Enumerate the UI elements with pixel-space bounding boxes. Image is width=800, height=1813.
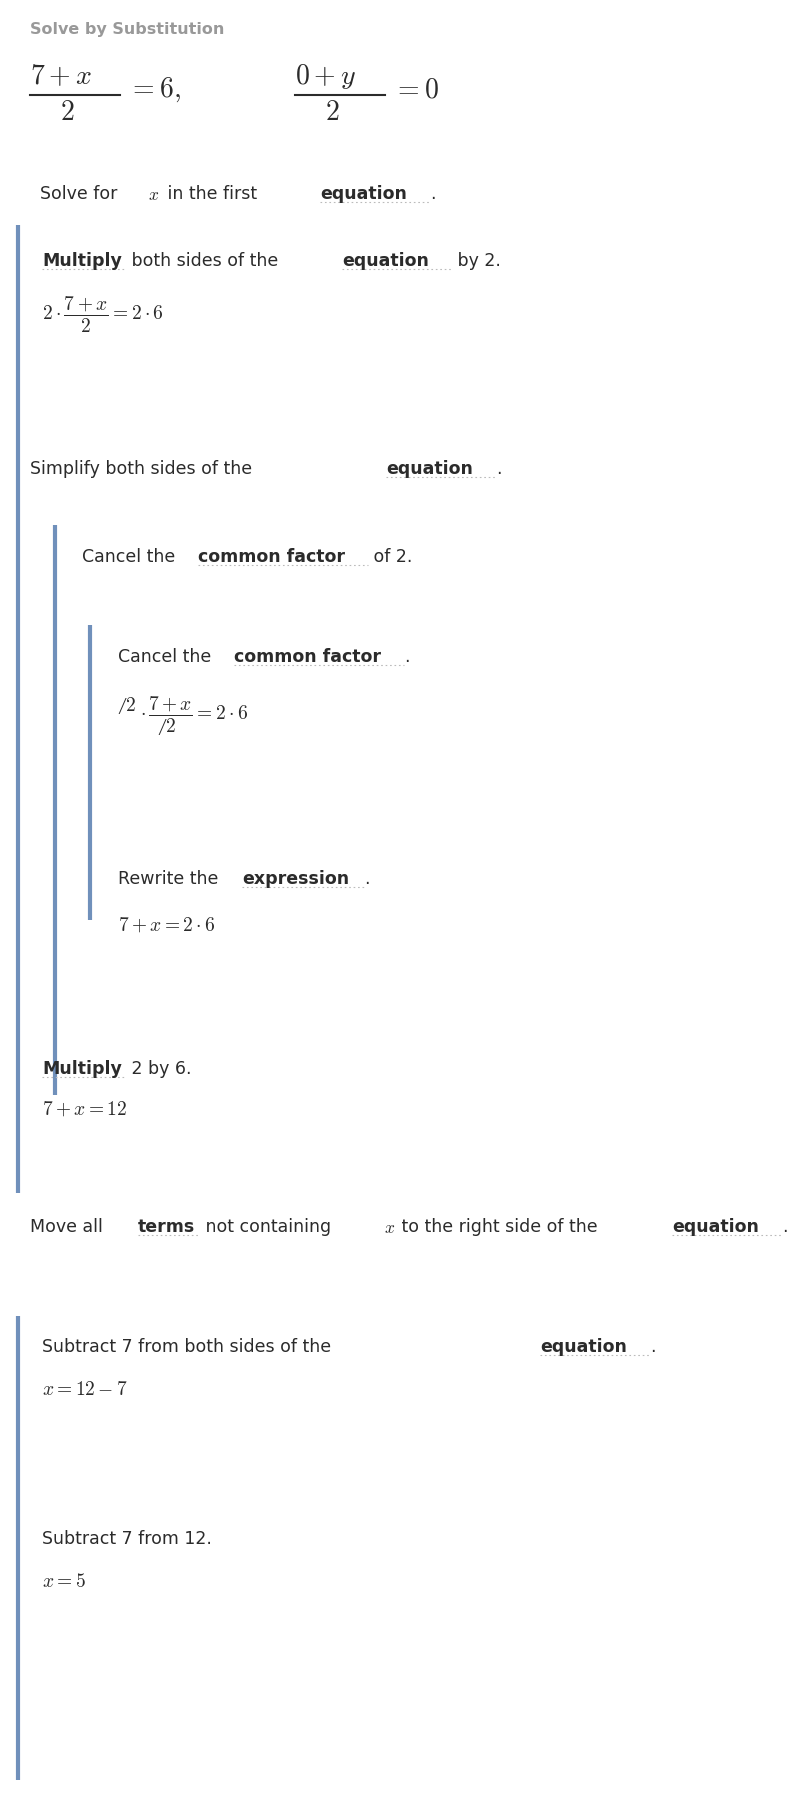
Text: by 2.: by 2. (452, 252, 501, 270)
Text: Solve for: Solve for (40, 185, 123, 203)
Text: .: . (496, 461, 502, 479)
Text: Multiply: Multiply (42, 1061, 122, 1079)
Text: .: . (650, 1338, 655, 1356)
Text: both sides of the: both sides of the (126, 252, 284, 270)
Text: not containing: not containing (200, 1218, 337, 1236)
Text: Multiply: Multiply (42, 252, 122, 270)
Text: Move all: Move all (30, 1218, 108, 1236)
Text: $= 6,$: $= 6,$ (128, 74, 181, 103)
Text: $x=5$: $x=5$ (42, 1572, 86, 1592)
Text: $0+y$: $0+y$ (295, 62, 356, 91)
Text: Solve by Substitution: Solve by Substitution (30, 22, 224, 36)
Text: in the first: in the first (162, 185, 262, 203)
Text: $= 0$: $= 0$ (393, 74, 439, 103)
Text: equation: equation (540, 1338, 627, 1356)
Text: $\not{2}$: $\not{2}$ (118, 694, 136, 716)
Text: Simplify both sides of the: Simplify both sides of the (30, 461, 258, 479)
Text: Subtract 7 from 12.: Subtract 7 from 12. (42, 1530, 212, 1548)
Text: $7+x$: $7+x$ (30, 62, 92, 91)
Text: equation: equation (672, 1218, 759, 1236)
Text: $2$: $2$ (325, 98, 339, 125)
Text: $2\cdot\dfrac{7+x}{2}=2\cdot 6$: $2\cdot\dfrac{7+x}{2}=2\cdot 6$ (42, 296, 164, 335)
Text: common factor: common factor (198, 548, 345, 566)
Text: .: . (430, 185, 435, 203)
Text: equation: equation (342, 252, 429, 270)
Text: common factor: common factor (234, 647, 381, 665)
Text: Cancel the: Cancel the (118, 647, 217, 665)
Text: Rewrite the: Rewrite the (118, 870, 224, 888)
Text: .: . (364, 870, 370, 888)
Text: to the right side of the: to the right side of the (396, 1218, 603, 1236)
Text: $x$: $x$ (384, 1218, 395, 1236)
Text: $\cdot\,\dfrac{7+x}{\not{2}}=2\cdot 6$: $\cdot\,\dfrac{7+x}{\not{2}}=2\cdot 6$ (140, 694, 248, 738)
Text: $x=12-7$: $x=12-7$ (42, 1380, 128, 1400)
Text: of 2.: of 2. (368, 548, 412, 566)
Text: Cancel the: Cancel the (82, 548, 181, 566)
Text: .: . (404, 647, 410, 665)
Text: $x$: $x$ (148, 187, 159, 205)
Text: Subtract 7 from both sides of the: Subtract 7 from both sides of the (42, 1338, 337, 1356)
Text: $7+x=2\cdot 6$: $7+x=2\cdot 6$ (118, 916, 216, 936)
Text: $2$: $2$ (60, 98, 74, 125)
Text: expression: expression (242, 870, 349, 888)
Text: equation: equation (320, 185, 407, 203)
Text: 2 by 6.: 2 by 6. (126, 1061, 191, 1079)
Text: terms: terms (138, 1218, 195, 1236)
Text: $7+x=12$: $7+x=12$ (42, 1100, 127, 1119)
Text: .: . (782, 1218, 787, 1236)
Text: equation: equation (386, 461, 473, 479)
